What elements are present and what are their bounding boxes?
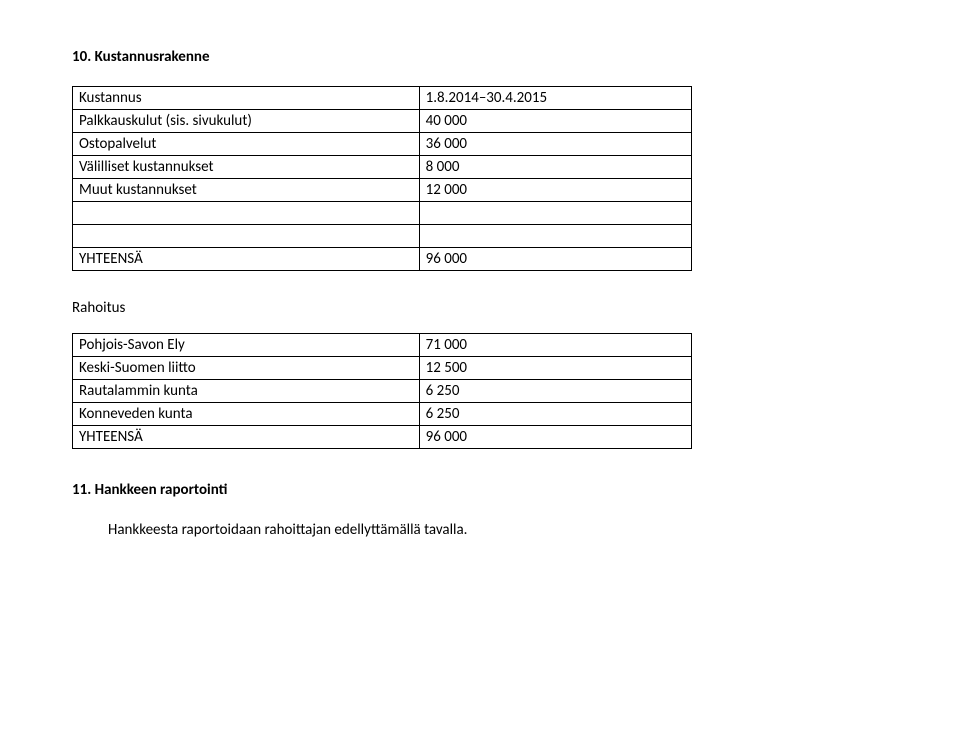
col-header-label: Kustannus [73,87,420,110]
cell-value: 12 500 [419,357,691,380]
cost-table: Kustannus 1.8.2014–30.4.2015 Palkkauskul… [72,86,692,271]
funding-table: Pohjois-Savon Ely 71 000 Keski-Suomen li… [72,333,692,449]
cell-label: YHTEENSÄ [73,248,420,271]
cell-value: 36 000 [419,133,691,156]
cell-value: 96 000 [419,426,691,449]
table-row: YHTEENSÄ 96 000 [73,248,692,271]
heading-cost-structure: 10. Kustannusrakenne [72,48,888,66]
cell-label [73,225,420,248]
heading-reporting: 11. Hankkeen raportointi [72,481,888,499]
cell-value: 71 000 [419,334,691,357]
table-row: Keski-Suomen liitto 12 500 [73,357,692,380]
cell-value: 6 250 [419,403,691,426]
cell-value [419,225,691,248]
cell-label: Keski-Suomen liitto [73,357,420,380]
col-header-value: 1.8.2014–30.4.2015 [419,87,691,110]
table-row: Konneveden kunta 6 250 [73,403,692,426]
cell-value: 96 000 [419,248,691,271]
table-row: Muut kustannukset 12 000 [73,179,692,202]
cell-value: 40 000 [419,110,691,133]
cell-label: Ostopalvelut [73,133,420,156]
table-row: Ostopalvelut 36 000 [73,133,692,156]
cell-value: 12 000 [419,179,691,202]
cell-value: 8 000 [419,156,691,179]
table-row: Rautalammin kunta 6 250 [73,380,692,403]
cell-label: Palkkauskulut (sis. sivukulut) [73,110,420,133]
subheading-funding: Rahoitus [72,299,888,317]
cell-label: YHTEENSÄ [73,426,420,449]
table-row [73,225,692,248]
table-row: Palkkauskulut (sis. sivukulut) 40 000 [73,110,692,133]
paragraph-reporting: Hankkeesta raportoidaan rahoittajan edel… [72,521,888,539]
cell-label [73,202,420,225]
cell-label: Konneveden kunta [73,403,420,426]
cell-value [419,202,691,225]
cell-label: Muut kustannukset [73,179,420,202]
cell-label: Rautalammin kunta [73,380,420,403]
cell-label: Välilliset kustannukset [73,156,420,179]
table-row: Pohjois-Savon Ely 71 000 [73,334,692,357]
table-header-row: Kustannus 1.8.2014–30.4.2015 [73,87,692,110]
cell-value: 6 250 [419,380,691,403]
cell-label: Pohjois-Savon Ely [73,334,420,357]
table-row: YHTEENSÄ 96 000 [73,426,692,449]
table-row [73,202,692,225]
table-row: Välilliset kustannukset 8 000 [73,156,692,179]
